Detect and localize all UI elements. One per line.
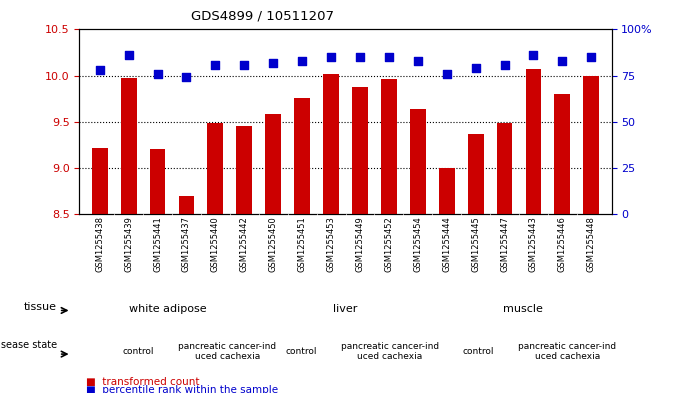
- Bar: [236, 127, 252, 214]
- Text: white adipose: white adipose: [129, 303, 207, 314]
- Point: [325, 54, 337, 60]
- Text: pancreatic cancer-ind
uced cachexia: pancreatic cancer-ind uced cachexia: [518, 342, 616, 362]
- Text: GSM1255439: GSM1255439: [124, 217, 133, 272]
- Bar: [92, 148, 108, 214]
- Point: [586, 54, 597, 60]
- Bar: [526, 69, 542, 214]
- Point: [123, 52, 134, 59]
- Text: control: control: [123, 347, 154, 356]
- Point: [267, 60, 278, 66]
- Text: GSM1255453: GSM1255453: [327, 217, 336, 272]
- Text: ■  percentile rank within the sample: ■ percentile rank within the sample: [86, 385, 278, 393]
- Bar: [410, 109, 426, 214]
- Text: GSM1255452: GSM1255452: [384, 217, 393, 272]
- Text: GSM1255437: GSM1255437: [182, 217, 191, 272]
- Bar: [207, 123, 223, 214]
- Text: GSM1255448: GSM1255448: [587, 217, 596, 272]
- Text: GSM1255450: GSM1255450: [269, 217, 278, 272]
- Bar: [468, 134, 484, 214]
- Point: [296, 58, 307, 64]
- Point: [470, 65, 481, 72]
- Point: [413, 58, 424, 64]
- Point: [94, 67, 105, 73]
- Point: [210, 61, 221, 68]
- Text: GSM1255445: GSM1255445: [471, 217, 480, 272]
- Point: [239, 61, 250, 68]
- Text: GSM1255449: GSM1255449: [355, 217, 364, 272]
- Bar: [554, 94, 570, 214]
- Text: GSM1255438: GSM1255438: [95, 217, 104, 272]
- Bar: [178, 196, 194, 214]
- Text: GSM1255454: GSM1255454: [413, 217, 422, 272]
- Point: [354, 54, 366, 60]
- Text: pancreatic cancer-ind
uced cachexia: pancreatic cancer-ind uced cachexia: [341, 342, 439, 362]
- Bar: [497, 123, 513, 214]
- Bar: [352, 87, 368, 214]
- Text: GSM1255440: GSM1255440: [211, 217, 220, 272]
- Text: control: control: [285, 347, 317, 356]
- Text: GSM1255446: GSM1255446: [558, 217, 567, 272]
- Bar: [265, 114, 281, 214]
- Text: GSM1255441: GSM1255441: [153, 217, 162, 272]
- Point: [441, 71, 452, 77]
- Point: [499, 61, 510, 68]
- Text: ■  transformed count: ■ transformed count: [86, 377, 200, 387]
- Bar: [149, 149, 165, 214]
- Bar: [121, 79, 137, 214]
- Point: [528, 52, 539, 59]
- Text: liver: liver: [333, 303, 358, 314]
- Text: GSM1255451: GSM1255451: [298, 217, 307, 272]
- Text: control: control: [463, 347, 494, 356]
- Text: GSM1255443: GSM1255443: [529, 217, 538, 272]
- Text: tissue: tissue: [24, 301, 57, 312]
- Point: [152, 71, 163, 77]
- Bar: [381, 79, 397, 214]
- Text: pancreatic cancer-ind
uced cachexia: pancreatic cancer-ind uced cachexia: [178, 342, 276, 362]
- Text: GSM1255442: GSM1255442: [240, 217, 249, 272]
- Point: [557, 58, 568, 64]
- Text: GSM1255447: GSM1255447: [500, 217, 509, 272]
- Text: muscle: muscle: [503, 303, 543, 314]
- Text: GSM1255444: GSM1255444: [442, 217, 451, 272]
- Point: [181, 74, 192, 81]
- Bar: [294, 98, 310, 214]
- Text: GDS4899 / 10511207: GDS4899 / 10511207: [191, 10, 334, 23]
- Bar: [439, 168, 455, 214]
- Point: [384, 54, 395, 60]
- Bar: [583, 75, 599, 214]
- Bar: [323, 74, 339, 214]
- Text: disease state: disease state: [0, 340, 57, 350]
